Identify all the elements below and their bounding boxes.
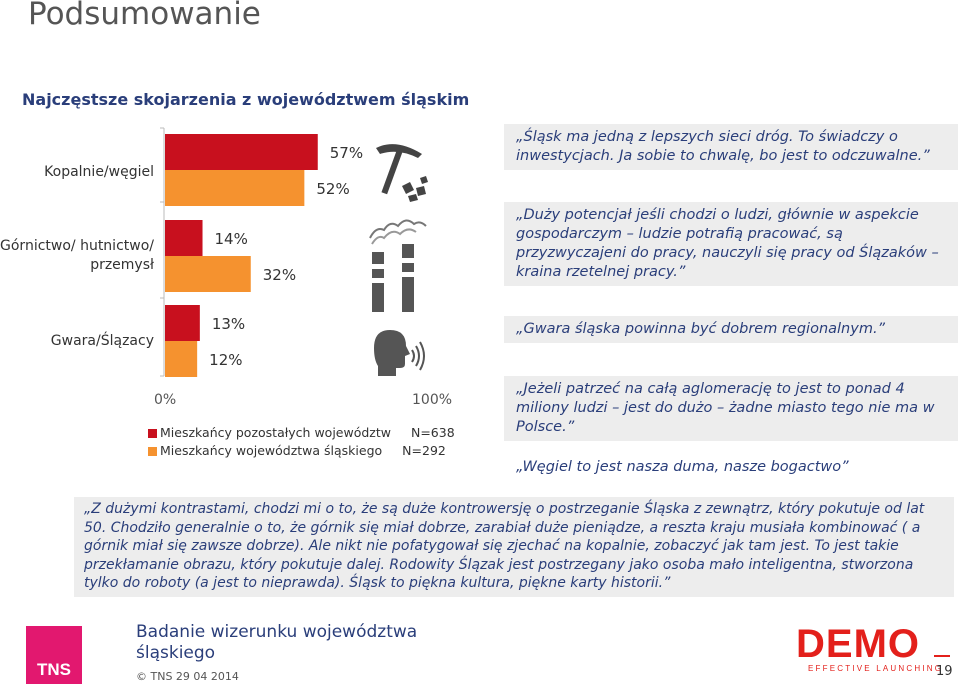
category-label-gornictwo-text: Górnictwo/ hutnictwo/ przemysł <box>0 238 154 273</box>
factory-chimneys-icon <box>369 219 427 312</box>
tns-logo-text: TNS <box>37 660 71 679</box>
category-label-gornictwo: Górnictwo/ hutnictwo/ przemysł <box>0 237 154 275</box>
x-tick-label-100: 100% <box>412 392 452 408</box>
category-label-gwara: Gwara/Ślązacy <box>50 333 154 349</box>
legend-swatch-other-regions <box>148 428 157 438</box>
page-number-accent <box>934 655 950 657</box>
bar-1-0 <box>165 220 203 256</box>
legend-n-silesia: N=292 <box>402 443 446 458</box>
pickaxe-coal-icon <box>376 144 428 202</box>
bar-1-1 <box>165 256 251 292</box>
demo-logo-text: DEMO <box>796 622 920 666</box>
page-number: 19 <box>936 664 953 679</box>
quote-coal: „Węgiel to jest nasza duma, nasze bogact… <box>516 459 849 475</box>
bottom-quote: „Z dużymi kontrastami, chodzi mi o to, ż… <box>74 497 954 597</box>
bar-chart: 57% 52% 14% 32% 13% 12% 0% 100% <box>154 127 452 408</box>
bar-2-1 <box>165 341 198 377</box>
page-title: Podsumowanie <box>28 0 261 32</box>
x-tick-label-0: 0% <box>154 392 176 408</box>
value-labels-layer: 57% 52% 14% 32% 13% 12% <box>209 144 363 369</box>
demo-logo-subtitle: EFFECTIVE LAUNCHING <box>808 664 944 673</box>
bars-layer <box>165 134 318 377</box>
quote-gwara: „Gwara śląska powinna być dobrem regiona… <box>504 316 958 343</box>
chart-subtitle: Najczęstsze skojarzenia z województwem ś… <box>22 90 470 109</box>
bar-0-1 <box>165 170 305 206</box>
category-label-kopalnie: Kopalnie/węgiel <box>44 164 154 180</box>
value-label-2-0: 13% <box>212 315 245 333</box>
value-label-0-0: 57% <box>330 144 363 162</box>
value-label-1-0: 14% <box>215 230 248 248</box>
demo-logo: DEMO EFFECTIVE LAUNCHING <box>796 622 941 674</box>
quote-potential: „Duży potencjał jeśli chodzi o ludzi, gł… <box>504 202 958 286</box>
value-label-2-1: 12% <box>209 351 242 369</box>
tns-logo: TNS <box>26 626 82 684</box>
chart-legend: Mieszkańcy pozostałych województw N=638 … <box>148 424 455 460</box>
footer-title: Badanie wizerunku województwa śląskiego <box>136 622 417 664</box>
bar-0-0 <box>165 134 318 170</box>
value-label-1-1: 32% <box>263 266 296 284</box>
bar-2-0 <box>165 305 200 341</box>
legend-label-other-regions: Mieszkańcy pozostałych województw <box>160 425 391 440</box>
legend-swatch-silesia <box>148 446 157 456</box>
legend-label-silesia: Mieszkańcy województwa śląskiego <box>160 443 383 458</box>
legend-item-other-regions: Mieszkańcy pozostałych województw N=638 <box>148 424 455 442</box>
quote-agglomeration: „Jeżeli patrzeć na całą aglomerację to j… <box>504 376 958 441</box>
footer-title-line2: śląskiego <box>136 643 216 663</box>
footer-title-line1: Badanie wizerunku województwa <box>136 622 418 642</box>
footer-meta: © TNS 29 04 2014 <box>136 670 239 683</box>
legend-item-silesia: Mieszkańcy województwa śląskiego N=292 <box>148 442 455 460</box>
value-label-0-1: 52% <box>316 180 349 198</box>
quote-roads: „Śląsk ma jedną z lepszych sieci dróg. T… <box>504 124 958 170</box>
speaking-head-icon <box>374 330 425 376</box>
legend-n-other-regions: N=638 <box>410 425 455 440</box>
